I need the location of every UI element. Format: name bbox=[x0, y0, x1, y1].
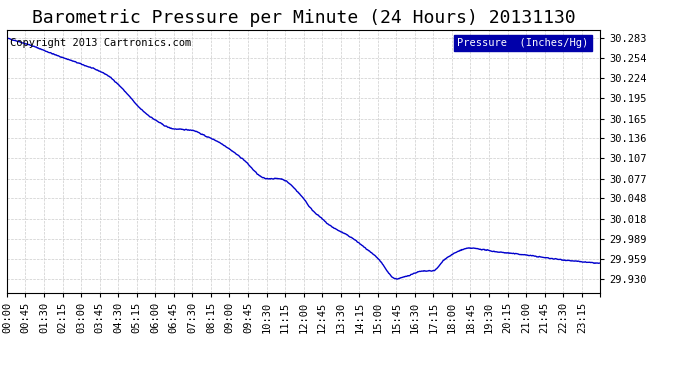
Title: Barometric Pressure per Minute (24 Hours) 20131130: Barometric Pressure per Minute (24 Hours… bbox=[32, 9, 575, 27]
Text: Pressure  (Inches/Hg): Pressure (Inches/Hg) bbox=[457, 38, 589, 48]
Text: Copyright 2013 Cartronics.com: Copyright 2013 Cartronics.com bbox=[10, 38, 191, 48]
